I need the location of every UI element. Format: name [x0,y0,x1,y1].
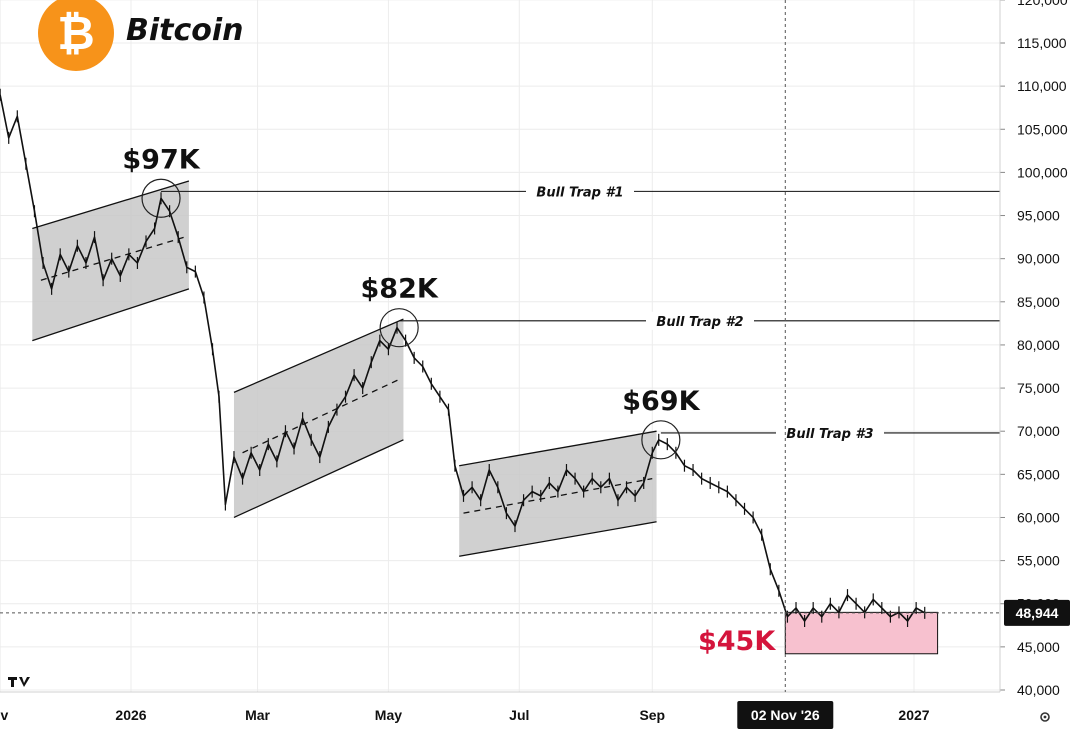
annotations: $97K $82K $69K $45K [122,144,776,656]
x-tick-label: May [375,707,402,723]
header: ₿ Bitcoin [38,0,244,71]
bull-trap-label-bg-3 [776,423,884,442]
peak-label-3: $69K [622,386,700,417]
price-line [0,94,926,622]
y-tick-label: 95,000 [1017,208,1060,224]
channel-2-upper [233,318,404,393]
y-tick-label: 120,000 [1017,0,1068,8]
channel-1-midline [40,236,185,281]
peak-circle-2 [379,308,419,348]
bull-trap-label-3: Bull Trap #3 [786,427,873,442]
bull-trap-label-bg-2 [646,311,754,330]
channel-3-midline [463,478,653,514]
crosshair-price-label: 48,944 [1016,605,1059,621]
channel-1-upper [32,180,190,230]
channel-2-lower [233,439,404,519]
y-tick-label: 90,000 [1017,251,1060,267]
y-tick-label: 65,000 [1017,466,1060,482]
peak-circle-1 [141,178,181,218]
y-tick-label: 85,000 [1017,294,1060,310]
y-tick-label: 110,000 [1017,78,1067,94]
bitcoin-logo-icon [38,0,114,71]
x-tick-label: Mar [245,707,270,723]
channel-2-fill [233,319,404,518]
y-tick-label: 55,000 [1017,553,1060,569]
price-series [0,88,926,627]
x-tick-label: 2026 [115,707,146,723]
x-tick-label: 2027 [898,707,929,723]
bull-trap-label-2: Bull Trap #2 [656,315,743,330]
peak-label-2: $82K [361,274,439,305]
peak-circle-3 [641,420,681,460]
settings-icon[interactable] [1040,712,1050,722]
tradingview-logo-icon [8,677,30,687]
y-tick-label: 60,000 [1017,509,1060,525]
y-tick-label: 45,000 [1017,639,1060,655]
y-tick-label: 80,000 [1017,337,1060,353]
peak-label-1: $97K [122,144,200,175]
x-tick-label: ov [0,707,9,723]
target-label: $45K [698,626,776,657]
channel-2-midline [242,378,400,454]
channel-3-upper [459,430,657,467]
bull-trap-lines: Bull Trap #1 Bull Trap #2 Bull Trap #3 [161,182,1000,442]
channel-1-lower [32,288,190,342]
x-tick-label: Jul [509,707,529,723]
crosshair-price-box [1004,599,1070,626]
x-axis: ov 2026 Mar May Jul Sep 2027 [0,691,1000,723]
y-tick-label: 70,000 [1017,423,1060,439]
y-axis: 40,00045,00050,00055,00060,00065,00070,0… [999,0,1068,698]
target-zone-box [784,611,939,655]
y-tick-label: 100,000 [1017,164,1068,180]
x-tick-label: Sep [639,707,665,723]
crosshair-date-label: 02 Nov '26 [751,707,820,723]
channels [32,180,657,557]
bitcoin-logo-glyph: ₿ [57,7,95,59]
grid [0,0,1000,692]
y-tick-label: 115,000 [1017,35,1067,51]
target-zone [784,611,939,655]
channel-3-lower [459,521,657,557]
y-tick-label: 40,000 [1017,682,1060,698]
y-tick-label: 105,000 [1017,121,1068,137]
bull-trap-label-1: Bull Trap #1 [536,185,623,200]
y-tick-label: 75,000 [1017,380,1060,396]
chart-title: Bitcoin [126,13,244,48]
crosshair-date-box [737,701,834,729]
bull-trap-label-bg-1 [526,182,634,201]
